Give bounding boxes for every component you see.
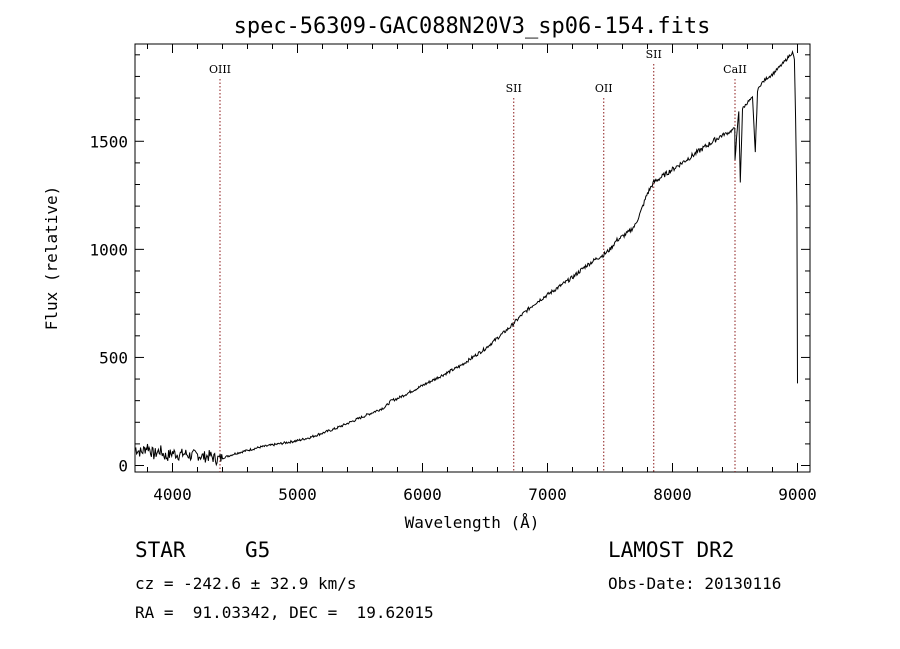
x-axis-label: Wavelength (Å): [405, 513, 540, 532]
line-markers: OIII SII OII SII CaII: [209, 48, 747, 472]
x-tick-label: 7000: [528, 485, 567, 504]
x-tick-label: 6000: [403, 485, 442, 504]
line-marker-label: CaII: [723, 63, 747, 76]
observation-date: Obs-Date: 20130116: [608, 574, 782, 593]
object-class: STAR: [135, 538, 186, 562]
survey-name: LAMOST DR2: [608, 538, 735, 562]
plot-frame: [134, 43, 811, 473]
line-marker-label: OII: [595, 82, 613, 95]
x-tick-label: 4000: [153, 485, 192, 504]
x-axis: 4000 5000 6000 7000 8000 9000: [147, 44, 817, 504]
line-marker-label: SII: [646, 48, 662, 61]
spectrum-line: [134, 50, 798, 467]
line-marker-label: OIII: [209, 63, 231, 76]
x-tick-label: 5000: [278, 485, 317, 504]
y-tick-label: 500: [99, 348, 128, 367]
redshift-velocity: cz = -242.6 ± 32.9 km/s: [135, 574, 357, 593]
chart-title: spec-56309-GAC088N20V3_sp06-154.fits: [234, 14, 711, 39]
y-axis: 0 500 1000 1500: [89, 54, 810, 476]
y-tick-label: 0: [118, 457, 128, 476]
spectral-subclass: G5: [245, 538, 271, 562]
x-tick-label: 9000: [778, 485, 817, 504]
line-marker-label: SII: [506, 82, 522, 95]
y-tick-label: 1000: [89, 240, 128, 259]
y-axis-label: Flux (relative): [42, 186, 61, 331]
coordinates: RA = 91.03342, DEC = 19.62015: [135, 603, 434, 622]
y-tick-label: 1500: [89, 132, 128, 151]
x-tick-label: 8000: [653, 485, 692, 504]
